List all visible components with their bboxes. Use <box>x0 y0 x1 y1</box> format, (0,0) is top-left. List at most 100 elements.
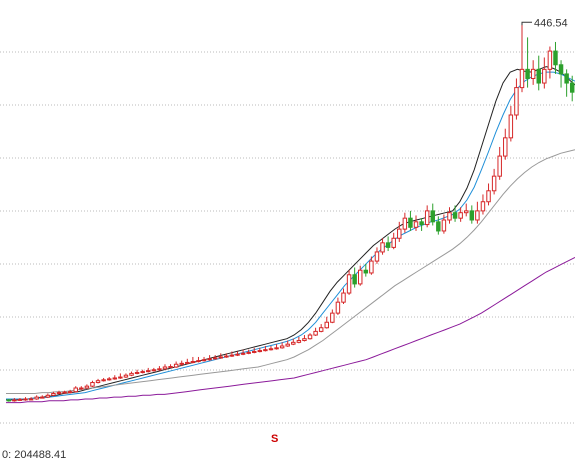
peak-value-label: 446.54 <box>534 17 568 29</box>
candle <box>452 205 458 222</box>
candle <box>45 393 51 399</box>
candle-body-up <box>218 356 223 359</box>
candle-body-down <box>436 221 441 232</box>
candle-body-down <box>558 64 564 75</box>
candle-body-up <box>257 350 263 353</box>
candle-body-up <box>514 87 519 116</box>
candle-body-up <box>162 366 168 370</box>
candle-body-up <box>62 391 67 394</box>
candle-body-up <box>28 398 34 401</box>
candle <box>157 366 162 371</box>
candle <box>330 309 335 324</box>
candle <box>558 60 564 88</box>
candle <box>263 346 268 352</box>
candle-body-up <box>530 68 536 79</box>
candle <box>84 384 90 389</box>
candle-body-up <box>84 385 90 389</box>
candle-body-up <box>463 210 469 214</box>
candle <box>246 349 251 355</box>
candle-body-up <box>196 360 201 363</box>
candle <box>95 378 101 384</box>
candle <box>430 203 435 226</box>
candle <box>324 316 329 329</box>
candle <box>402 212 408 233</box>
candle-body-up <box>134 371 140 374</box>
candle <box>419 218 424 231</box>
candle <box>207 355 212 361</box>
candle <box>352 267 357 288</box>
candle <box>179 360 184 367</box>
candle <box>6 398 12 402</box>
candle-body-up <box>151 369 157 372</box>
candle-body-up <box>34 396 39 400</box>
candle <box>268 346 274 351</box>
candle-body-up <box>173 363 179 368</box>
candle <box>101 377 106 382</box>
candle <box>190 356 196 364</box>
candle <box>519 22 525 93</box>
candle <box>318 324 324 333</box>
candle-body-up <box>458 212 463 219</box>
candle-body-up <box>224 355 229 358</box>
moving-average-line-2 <box>6 71 575 400</box>
candle-body-up <box>285 343 290 347</box>
candle-body-up <box>179 362 184 365</box>
candle-body-down <box>419 221 424 226</box>
candle <box>441 214 447 234</box>
candle-body-up <box>67 391 73 394</box>
candle-body-up <box>503 137 508 157</box>
candle-body-up <box>274 347 279 350</box>
candle <box>279 342 285 349</box>
candle <box>67 389 73 394</box>
candle-body-up <box>441 219 447 232</box>
candle-body-up <box>252 350 257 353</box>
candle <box>508 105 514 142</box>
candle <box>285 340 290 347</box>
candle <box>118 373 123 379</box>
candle <box>106 377 112 381</box>
candle-body-up <box>146 370 151 373</box>
candle <box>436 216 441 235</box>
signal-marker: S <box>271 433 278 445</box>
candle <box>257 347 263 353</box>
moving-average-line-4 <box>6 256 575 404</box>
candle <box>491 168 497 195</box>
candle-body-up <box>112 377 118 380</box>
candle <box>480 194 486 215</box>
candle-body-up <box>229 354 235 357</box>
candle-body-up <box>157 368 162 371</box>
candle-body-up <box>95 380 101 384</box>
candle <box>185 358 190 365</box>
candle <box>146 367 151 373</box>
candle <box>530 60 536 85</box>
candle <box>28 397 34 401</box>
candle <box>201 356 207 362</box>
candle <box>291 338 296 346</box>
candle-body-up <box>358 269 363 285</box>
candle-body-up <box>268 348 274 351</box>
candle-body-up <box>12 399 17 402</box>
candle <box>90 380 95 388</box>
candle-body-down <box>553 50 558 66</box>
candle-body-up <box>168 366 173 369</box>
candle-body-up <box>123 374 129 378</box>
candle <box>397 221 402 242</box>
candle-body-down <box>469 210 475 221</box>
candle <box>229 351 235 357</box>
candle-body-up <box>391 237 396 248</box>
candle <box>12 398 17 402</box>
candle-body-up <box>318 327 324 332</box>
candle <box>129 371 134 377</box>
candle-body-up <box>79 387 84 390</box>
candle-body-down <box>352 274 357 285</box>
candle <box>196 356 201 363</box>
candle-body-up <box>45 394 51 398</box>
candle-body-up <box>491 175 497 192</box>
candle <box>424 205 430 228</box>
status-readout: 0: 204488.41 <box>2 449 67 461</box>
candle <box>363 263 369 277</box>
candle <box>553 41 558 74</box>
candle-body-down <box>430 210 435 223</box>
candle <box>503 128 508 160</box>
candle <box>335 297 341 315</box>
